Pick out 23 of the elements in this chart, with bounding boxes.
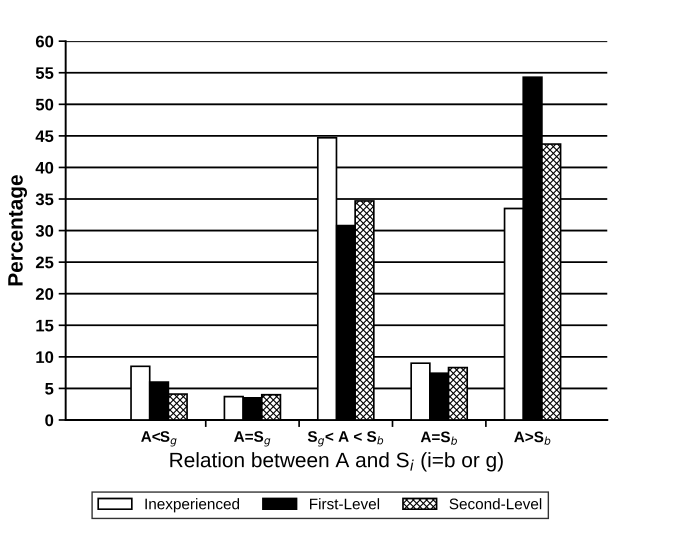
y-tick-label: 40	[36, 162, 54, 174]
x-axis-title: Relation between A and S$_{i}$ (i=b or g)	[170, 452, 503, 472]
y-tick-label: 35	[36, 193, 54, 206]
x-tick-label: A<S$_{g}$	[141, 431, 177, 446]
legend-label: First-Level	[310, 498, 380, 510]
y-tick-label: 45	[36, 130, 54, 142]
y-tick-label: 5	[45, 382, 54, 395]
y-tick-label: 25	[36, 256, 54, 268]
y-tick-label: 0	[45, 414, 54, 426]
legend-label: Second-Level	[450, 498, 542, 510]
x-tick-label: A>S$_{b}$	[514, 431, 550, 445]
y-tick-label: 55	[36, 67, 54, 79]
y-tick-label: 10	[36, 351, 54, 364]
y-tick-label: 60	[36, 36, 54, 48]
y-tick-label: 30	[36, 224, 54, 237]
y-tick-label: 20	[36, 288, 54, 300]
x-tick-label: A=S$_{g}$	[234, 431, 270, 446]
x-tick-label: S$_{g}$< A < S$_{b}$	[308, 431, 384, 446]
x-tick-label: A=S$_{b}$	[420, 431, 457, 445]
y-tick-label: 15	[36, 320, 54, 332]
y-tick-label: 50	[36, 98, 54, 111]
y-axis-title: Percentage	[8, 175, 27, 286]
legend-label: Inexperienced	[145, 498, 240, 512]
